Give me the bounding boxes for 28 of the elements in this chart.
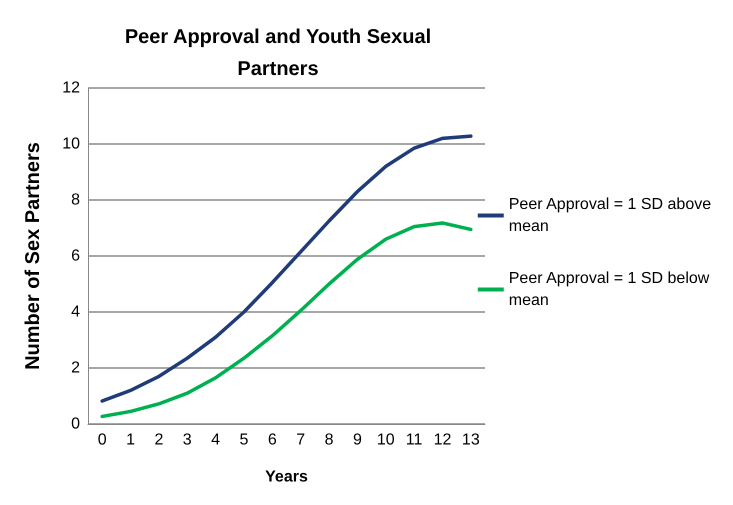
x-tick-label: 12	[434, 432, 452, 448]
legend-label: Peer Approval = 1 SD below mean	[508, 270, 710, 309]
x-tick-label: 3	[182, 432, 192, 448]
y-axis-title: Number of Sex Partners	[22, 142, 44, 370]
x-tick-label: 2	[154, 432, 164, 448]
x-tick-label: 11	[406, 432, 423, 448]
x-tick-label: 9	[352, 432, 362, 448]
y-tick-label: 8	[71, 192, 80, 208]
y-tick-label: 6	[71, 248, 80, 264]
x-tick-label: 4	[211, 432, 220, 448]
x-tick-label: 13	[462, 432, 480, 448]
y-tick-label: 0	[71, 416, 80, 432]
x-axis-title: Years	[265, 468, 308, 486]
y-tick-label: 12	[62, 80, 80, 96]
x-tick-label: 1	[126, 432, 136, 448]
chart-title: Peer Approval and Youth Sexual Partners	[124, 26, 432, 80]
y-tick-label: 2	[71, 360, 80, 376]
x-tick-label: 10	[376, 432, 395, 448]
x-tick-label: 6	[268, 432, 277, 448]
legend-label: Peer Approval = 1 SD above mean	[508, 196, 712, 235]
y-tick-label: 4	[71, 304, 80, 320]
x-tick-label: 0	[98, 432, 107, 448]
y-tick-label: 10	[62, 136, 80, 152]
x-tick-label: 5	[240, 432, 249, 448]
line-series	[100, 134, 473, 403]
line-series	[100, 221, 473, 418]
x-tick-label: 7	[296, 432, 306, 448]
x-tick-label: 8	[324, 432, 334, 448]
